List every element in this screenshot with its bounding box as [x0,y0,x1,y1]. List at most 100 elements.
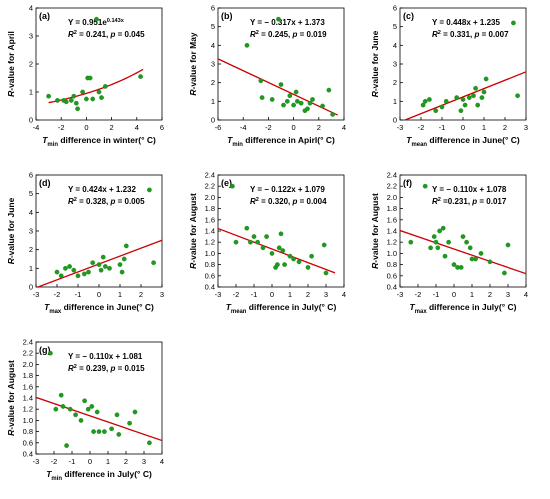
text-run: difference in June(° C) [61,302,154,312]
data-point [116,432,122,437]
fit-line [218,227,336,274]
text-run: p [110,30,116,39]
text-run: R [68,30,74,39]
data-point [102,429,107,434]
text-run: = 0.045 [115,30,145,39]
data-point [276,16,281,22]
y-tick-label: 2.2 [205,182,215,191]
x-tick-label: -1 [75,290,82,299]
x-tick-label: 1 [118,290,122,299]
y-tick-label: 0.8 [205,260,215,269]
data-point [422,98,428,104]
y-tick-label: 2.0 [387,193,397,202]
y-axis-label: R-value for August [188,193,198,269]
data-point [48,350,53,356]
y-tick-label: 2.4 [23,338,33,347]
x-tick-label: 2 [306,290,310,299]
text-run: T [44,302,50,312]
x-tick-label: 1 [106,457,110,466]
x-tick-label: 3 [524,123,528,132]
text-run: R [250,30,256,39]
data-point [147,187,152,193]
y-tick-label: 1.6 [23,382,33,391]
x-tick-label: -1 [433,290,440,299]
data-point [291,102,296,108]
data-point [114,412,120,418]
text-run: = 0.004 [297,197,327,206]
y-tick-label: 0 [29,116,33,125]
y-tick-label: 1.6 [387,215,397,224]
y-tick-label: 2 [211,78,215,87]
text-run: min [47,142,58,148]
x-tick-label: 0 [97,290,101,299]
data-point [422,183,428,189]
text-run: -value for August [370,193,380,263]
data-point [458,265,464,270]
regression-equation: Y = 0.424x + 1.232 [68,185,136,194]
data-point [68,98,74,103]
text-run: 2 [74,364,77,370]
data-point [330,112,336,117]
data-point [73,100,79,106]
y-tick-label: 4 [29,208,33,217]
data-point [117,262,123,267]
y-tick-label: 2 [29,245,33,254]
data-point [75,106,80,112]
x-tick-label: 4 [135,123,139,132]
data-point [291,256,296,262]
text-run: R [370,262,380,269]
data-point [278,82,284,87]
data-point [321,242,327,248]
data-point [99,95,104,100]
regression-stats: R2 = 0.239, p = 0.015 [68,364,145,373]
data-point [63,265,68,271]
y-tick-label: 5 [211,22,215,31]
y-tick-label: 1.2 [205,238,215,247]
data-point [287,253,293,259]
x-tick-label: 2 [139,290,143,299]
data-point [100,254,106,260]
regression-equation: Y = − 0.110x + 1.078 [432,185,507,194]
data-point [85,406,91,412]
x-tick-label: -3 [33,290,40,299]
x-axis-label: Tmean difference in July(° C) [226,302,337,315]
text-run: R [188,262,198,269]
data-point [84,96,89,102]
data-point [58,273,64,279]
data-point [473,85,478,91]
data-point [433,239,439,245]
y-tick-label: 0 [393,116,397,125]
x-tick-label: -3 [33,457,40,466]
y-tick-label: 2 [29,60,33,69]
data-point [90,96,96,102]
data-point [75,273,81,279]
x-axis-label: Tmax difference in June(° C) [44,302,154,315]
text-run: difference in July(° C) [427,302,517,312]
x-tick-label: 3 [142,457,146,466]
x-tick-label: -4 [240,123,247,132]
x-axis-label: Tmax difference in July(° C) [410,302,517,315]
text-run: p [110,197,116,206]
text-run: 2 [74,30,77,36]
y-tick-label: 1.4 [205,227,215,236]
data-point [73,412,78,418]
x-axis-label: Tmean difference in June(° C) [406,135,520,148]
y-tick-label: 4 [211,41,215,50]
x-tick-label: -1 [251,290,258,299]
data-point [269,251,275,256]
chart-panel-g: -3 -2 -1 0 1 2 3 4 0.4 0.6 0.8 1.0 1.2 1.4 1.6 1.8 2.0 2.… [6,338,164,483]
text-run: R [250,197,256,206]
data-point [96,429,102,434]
data-point [446,239,451,245]
text-run: = 0.017 [477,197,507,206]
x-tick-label: 0 [461,123,465,132]
panel-tag: (d) [39,178,51,188]
fit-line [400,229,526,275]
x-tick-label: -2 [265,123,272,132]
regression-stats: R2 = 0.241, p = 0.045 [68,30,145,39]
data-point [248,239,253,245]
data-point [53,406,59,412]
text-run: = 0.007 [479,30,509,39]
text-run: max [49,309,62,315]
